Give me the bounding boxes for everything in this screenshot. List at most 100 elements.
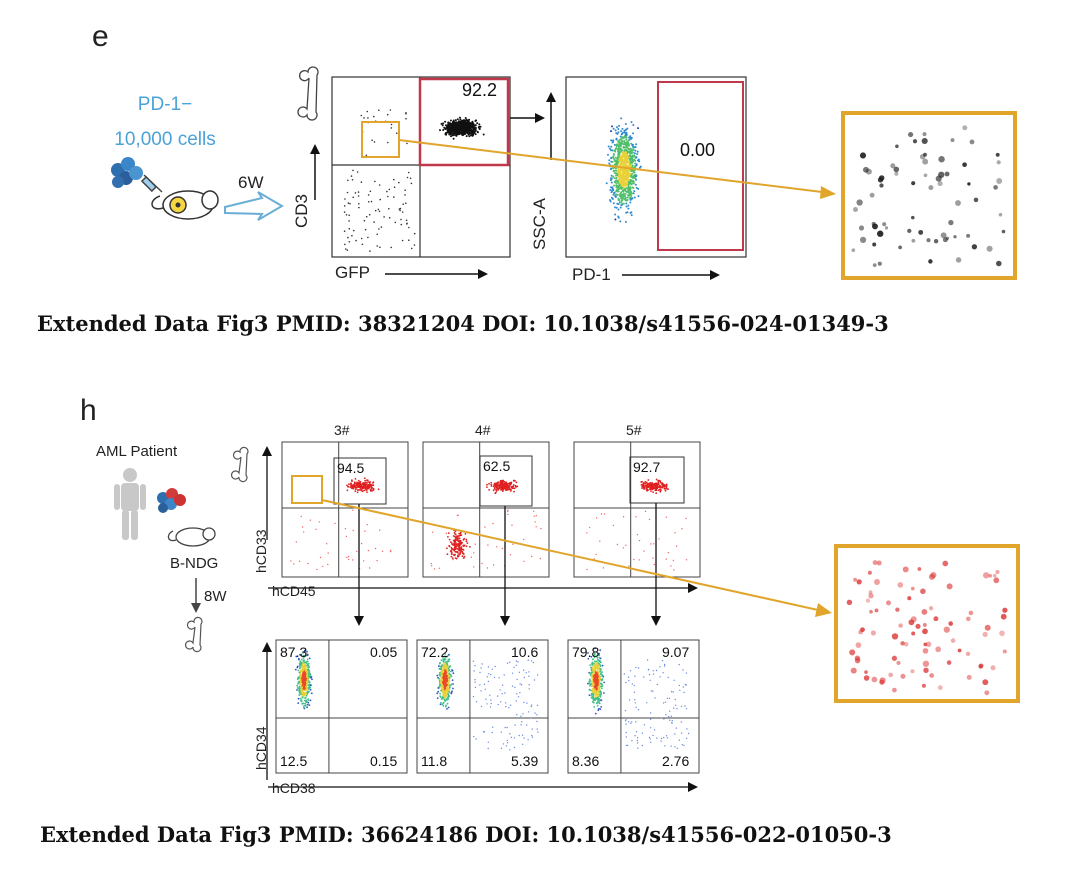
density-dot — [591, 663, 593, 666]
event-dot — [586, 568, 588, 571]
event-dot — [470, 556, 472, 558]
event-dot — [627, 676, 630, 678]
zoom-dot — [868, 593, 874, 599]
density-dot — [590, 669, 593, 672]
event-dot — [637, 709, 640, 711]
event-dot — [683, 744, 685, 747]
zoom-dot — [946, 660, 952, 665]
event-dot — [684, 705, 686, 707]
density-dot — [436, 674, 439, 677]
zoom-dot — [923, 642, 928, 647]
event-dot — [513, 666, 515, 669]
event-dot — [521, 721, 523, 723]
density-dot — [304, 697, 306, 699]
event-dot — [518, 671, 520, 673]
event-dot — [459, 541, 461, 544]
event-dot — [624, 720, 627, 722]
event-dot — [470, 134, 472, 137]
density-dot — [300, 693, 302, 695]
event-dot — [520, 684, 523, 686]
density-dot — [596, 694, 599, 696]
density-dot — [296, 687, 299, 689]
zoom-dot — [966, 674, 972, 680]
event-dot — [366, 479, 369, 482]
zoom-dot — [992, 573, 997, 578]
density-dot — [452, 687, 454, 690]
event-dot — [359, 481, 362, 483]
density-dot — [447, 706, 450, 709]
event-dot — [444, 120, 447, 123]
quadrant-value-ll-3: 8.36 — [572, 753, 600, 769]
density-dot — [595, 662, 597, 664]
zoom-dot — [891, 655, 898, 661]
patient-icon — [114, 468, 146, 540]
event-dot — [501, 547, 504, 550]
event-dot — [496, 546, 498, 548]
density-dot — [592, 695, 594, 698]
event-dot — [647, 484, 650, 486]
density-dot — [594, 673, 596, 676]
syringe-icon — [140, 174, 163, 193]
event-dot — [355, 483, 358, 486]
density-dot — [599, 682, 602, 685]
event-dot — [474, 686, 477, 689]
zoom-dot — [982, 631, 988, 638]
zoom-dot — [965, 616, 971, 622]
event-dot — [507, 488, 509, 491]
event-dot — [451, 134, 454, 137]
density-dot — [304, 666, 307, 669]
density-dot — [451, 690, 453, 693]
cell-type-label: PD-1− — [137, 94, 193, 115]
event-dot — [532, 661, 535, 664]
event-dot — [460, 126, 463, 129]
event-dot — [290, 560, 292, 562]
event-dot — [675, 727, 678, 729]
density-dot — [297, 669, 300, 672]
event-dot — [472, 126, 474, 129]
event-dot — [451, 127, 454, 129]
event-dot — [378, 228, 380, 230]
event-dot — [502, 743, 505, 745]
density-dot — [594, 699, 596, 702]
event-dot — [647, 486, 649, 489]
event-dot — [358, 484, 361, 486]
density-dot — [300, 662, 303, 665]
density-dot — [440, 698, 443, 700]
event-dot — [509, 661, 511, 663]
event-dot — [521, 734, 524, 736]
event-dot — [499, 481, 502, 484]
hollow-arrow-icon — [224, 191, 284, 221]
event-dot — [487, 666, 490, 668]
event-dot — [407, 171, 410, 174]
event-dot — [504, 483, 507, 485]
event-dot — [675, 704, 677, 706]
event-dot — [668, 697, 671, 700]
event-dot — [656, 683, 659, 686]
density-dot — [448, 686, 451, 689]
event-dot — [293, 563, 295, 565]
density-dot — [305, 701, 308, 704]
event-dot — [452, 558, 454, 561]
event-dot — [480, 705, 483, 708]
quadrant-value-lr-2: 5.39 — [511, 753, 539, 769]
event-dot — [344, 248, 347, 250]
event-dot — [503, 674, 505, 676]
event-dot — [496, 695, 499, 697]
event-dot — [490, 699, 492, 701]
event-dot — [533, 510, 535, 512]
event-dot — [634, 735, 636, 737]
density-dot — [596, 667, 599, 669]
density-dot — [309, 688, 312, 691]
event-dot — [643, 724, 646, 726]
density-dot — [303, 661, 306, 664]
event-dot — [352, 487, 355, 490]
zoom-dot — [922, 622, 927, 627]
event-dot — [449, 119, 452, 122]
event-dot — [513, 746, 516, 749]
event-dot — [378, 210, 381, 213]
event-dot — [665, 516, 667, 518]
density-dot — [603, 681, 605, 684]
density-dot — [310, 692, 313, 695]
zoom-dot — [885, 600, 892, 606]
event-dot — [398, 181, 400, 184]
